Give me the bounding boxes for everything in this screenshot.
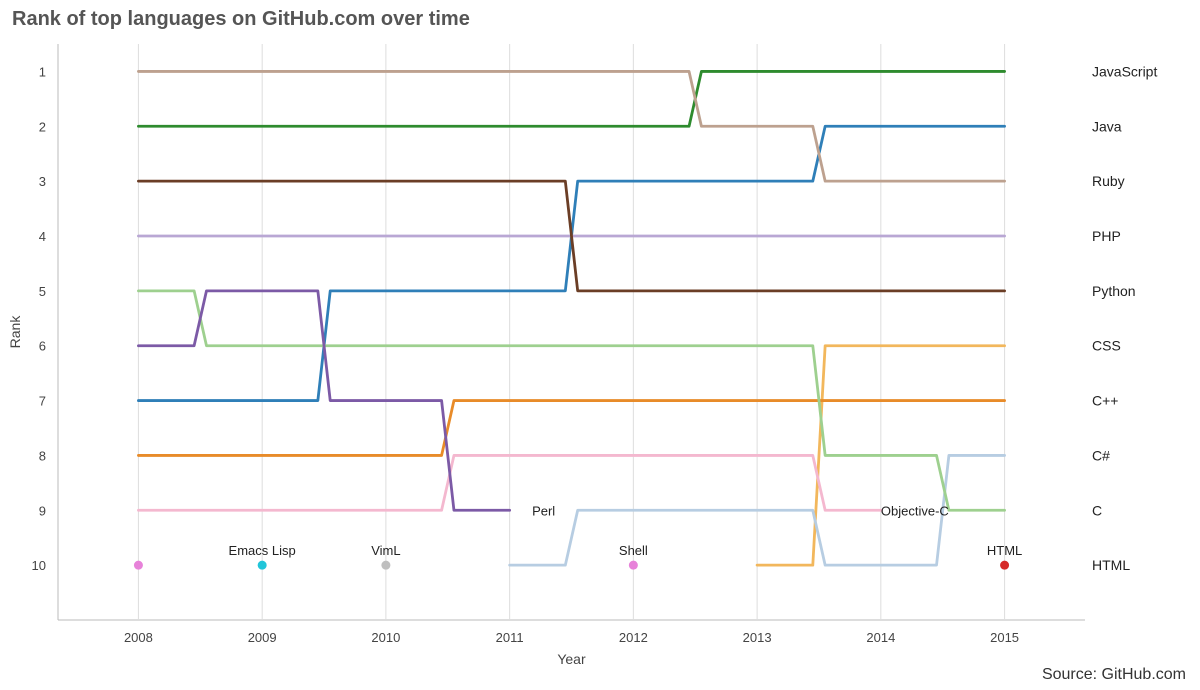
x-tick-label: 2011	[496, 630, 524, 645]
series-label: PHP	[1092, 228, 1121, 244]
y-tick-label: 7	[39, 394, 46, 409]
series-label: HTML	[1092, 557, 1130, 573]
series-line-javascript	[138, 71, 1004, 126]
series-label: JavaScript	[1092, 63, 1157, 79]
series-dot	[134, 561, 143, 570]
y-tick-label: 8	[39, 448, 46, 463]
series-dot	[629, 561, 638, 570]
series-label: Python	[1092, 283, 1136, 299]
x-axis-label: Year	[557, 651, 586, 667]
x-tick-label: 2013	[743, 630, 772, 645]
y-tick-label: 4	[39, 229, 46, 244]
y-axis-label: Rank	[7, 315, 23, 349]
series-label: C	[1092, 502, 1102, 518]
series-label: CSS	[1092, 338, 1121, 354]
series-label: Ruby	[1092, 173, 1125, 189]
y-tick-label: 2	[39, 119, 46, 134]
series-dot	[1000, 561, 1009, 570]
drop-label: Emacs Lisp	[229, 543, 296, 558]
y-tick-label: 5	[39, 284, 46, 299]
x-tick-label: 2014	[866, 630, 895, 645]
y-tick-label: 1	[39, 64, 46, 79]
chart-svg: 2008 2009 2010 2011 2012 2013 2014 2015 Year 1 2 3 4…	[0, 0, 1200, 690]
drop-label: Objective-C	[881, 503, 949, 518]
series-dot	[381, 561, 390, 570]
x-tick-label: 2010	[371, 630, 400, 645]
x-tick-label: 2012	[619, 630, 648, 645]
series-label: Java	[1092, 118, 1122, 134]
y-tick-label: 3	[39, 174, 46, 189]
x-tick-label: 2008	[124, 630, 153, 645]
drop-label: Perl	[532, 503, 555, 518]
series-line-java	[138, 126, 1004, 400]
chart-source: Source: GitHub.com	[1042, 666, 1186, 684]
series-label: C++	[1092, 393, 1118, 409]
series-line-c-	[138, 401, 1004, 456]
series-label: C#	[1092, 447, 1110, 463]
y-tick-label: 10	[32, 558, 46, 573]
chart-title: Rank of top languages on GitHub.com over…	[12, 8, 470, 31]
drop-label: HTML	[987, 543, 1022, 558]
y-tick-label: 6	[39, 339, 46, 354]
chart-container: Rank of top languages on GitHub.com over…	[0, 0, 1200, 690]
x-tick-label: 2015	[990, 630, 1019, 645]
x-tick-label: 2009	[248, 630, 277, 645]
y-tick-label: 9	[39, 503, 46, 518]
drop-label: Shell	[619, 543, 648, 558]
drop-label: VimL	[371, 543, 400, 558]
series-dot	[258, 561, 267, 570]
